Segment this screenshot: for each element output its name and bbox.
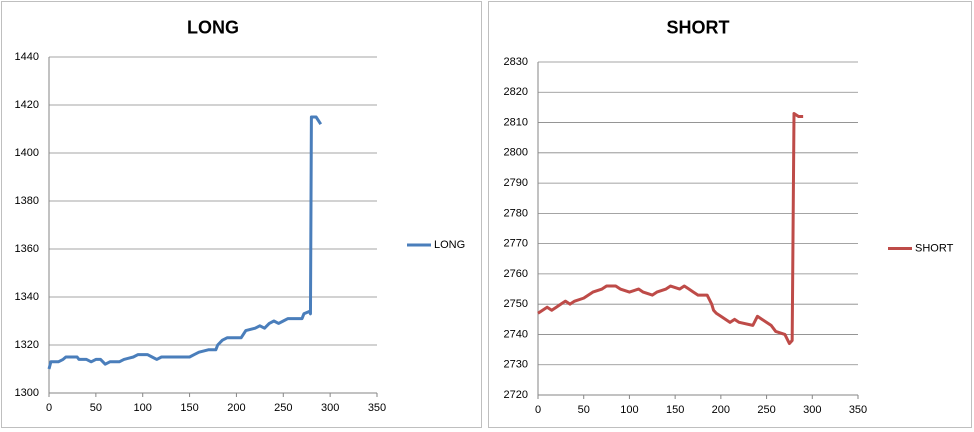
- x-tick-label: 100: [620, 404, 638, 416]
- x-tick-label: 100: [134, 402, 152, 414]
- y-tick-label: 2750: [504, 298, 528, 310]
- y-tick-label: 2820: [504, 86, 528, 98]
- x-tick-label: 250: [757, 404, 775, 416]
- x-tick-label: 300: [803, 404, 821, 416]
- y-tick-label: 1380: [15, 195, 39, 207]
- data-line: [537, 111, 804, 346]
- x-tick-label: 0: [535, 404, 541, 416]
- x-tick-label: 150: [180, 402, 198, 414]
- x-tick-label: 350: [849, 404, 867, 416]
- y-tick-label: 1360: [15, 243, 39, 255]
- y-tick-label: 2720: [504, 389, 528, 401]
- x-tick-label: 50: [90, 402, 102, 414]
- y-tick-label: 1300: [15, 387, 39, 399]
- y-tick-label: 2800: [504, 147, 528, 159]
- y-tick-label: 1420: [15, 99, 39, 111]
- chart-panel: [1, 1, 482, 428]
- y-tick-label: 2730: [504, 359, 528, 371]
- x-tick-label: 0: [46, 402, 52, 414]
- chart-title: SHORT: [667, 17, 730, 37]
- y-tick-label: 2740: [504, 328, 528, 340]
- data-line: [47, 115, 323, 370]
- x-tick-label: 200: [227, 402, 245, 414]
- chart-panel: [488, 1, 972, 428]
- y-tick-label: 2830: [504, 56, 528, 68]
- y-tick-label: 2790: [504, 177, 528, 189]
- x-tick-label: 300: [321, 402, 339, 414]
- chart-title: LONG: [187, 17, 239, 37]
- y-tick-label: 2770: [504, 238, 528, 250]
- x-tick-label: 50: [578, 404, 590, 416]
- legend-label: LONG: [434, 239, 465, 251]
- x-tick-label: 200: [712, 404, 730, 416]
- x-tick-label: 150: [666, 404, 684, 416]
- y-tick-label: 1440: [15, 51, 39, 63]
- y-tick-label: 1340: [15, 291, 39, 303]
- y-tick-label: 1320: [15, 339, 39, 351]
- x-tick-label: 250: [274, 402, 292, 414]
- y-tick-label: 2780: [504, 207, 528, 219]
- x-tick-label: 350: [368, 402, 386, 414]
- legend-label: SHORT: [915, 242, 954, 254]
- y-tick-label: 1400: [15, 147, 39, 159]
- y-tick-label: 2760: [504, 268, 528, 280]
- y-tick-label: 2810: [504, 116, 528, 128]
